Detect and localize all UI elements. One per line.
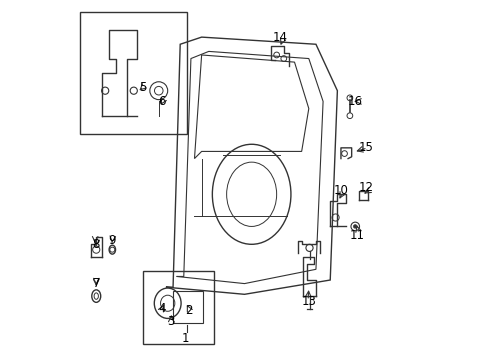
Text: 12: 12 — [358, 181, 373, 194]
Text: 9: 9 — [108, 234, 116, 247]
Text: 4: 4 — [158, 302, 166, 315]
Text: 6: 6 — [158, 95, 166, 108]
Bar — [173, 291, 203, 323]
Text: 5: 5 — [139, 81, 146, 94]
Circle shape — [353, 225, 356, 228]
Text: 10: 10 — [333, 184, 347, 197]
Text: 7: 7 — [92, 277, 100, 290]
Text: 13: 13 — [301, 295, 316, 308]
Text: 1: 1 — [182, 333, 189, 346]
Bar — [142, 271, 214, 344]
Text: 8: 8 — [92, 238, 100, 251]
Text: 16: 16 — [347, 95, 362, 108]
Text: 3: 3 — [167, 315, 175, 328]
Text: 2: 2 — [185, 304, 192, 317]
Text: 11: 11 — [349, 229, 364, 242]
Text: 14: 14 — [272, 31, 287, 44]
Text: 15: 15 — [358, 141, 373, 154]
Bar — [80, 12, 187, 134]
